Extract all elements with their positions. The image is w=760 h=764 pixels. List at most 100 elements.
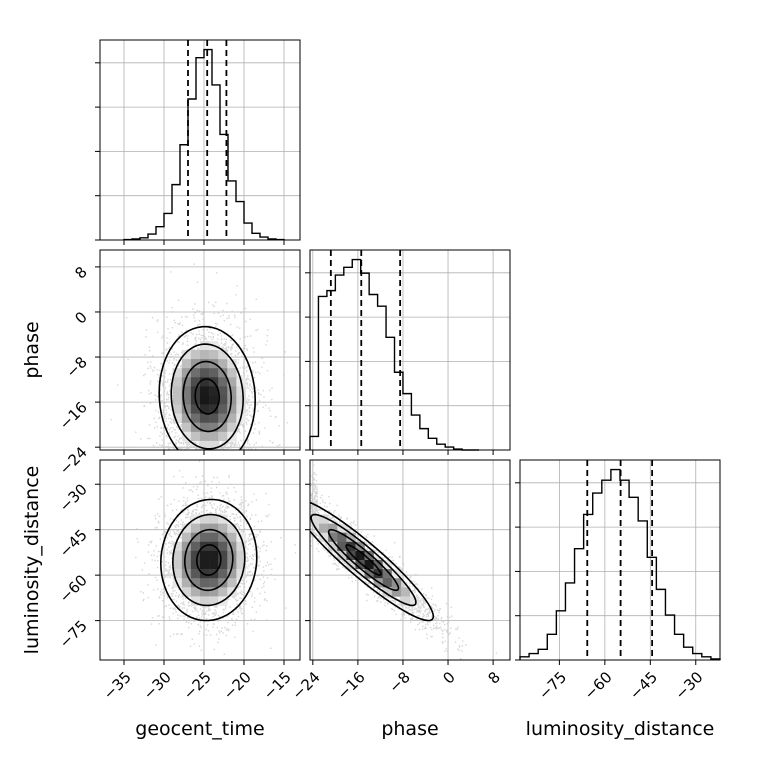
density-cell — [200, 413, 210, 424]
x-axis-luminosity_distance: −75 −60 −45 −30 luminosity_distance — [526, 668, 715, 740]
panel-scatter-luminosity_distance-vs-phase — [305, 459, 511, 665]
density-cell — [190, 569, 201, 579]
x-tick-label-luminosity_distance: −30 — [671, 668, 706, 703]
density-cell — [200, 514, 210, 524]
x-axis-label-luminosity_distance: luminosity_distance — [526, 718, 715, 740]
density-cell — [236, 386, 246, 396]
x-tick-label-geocent_time: −25 — [180, 668, 215, 703]
density-cell — [218, 550, 228, 561]
density-cell — [172, 395, 183, 405]
density-cell — [227, 395, 237, 405]
density-cell — [346, 550, 356, 561]
density-cell — [190, 422, 201, 433]
density-cell — [181, 560, 192, 570]
density-cell — [181, 413, 192, 424]
density-cell — [218, 587, 228, 597]
y-tick-label-luminosity_distance: −60 — [56, 571, 91, 606]
density-cell — [218, 350, 228, 360]
density-cell — [200, 578, 210, 588]
density-cell — [400, 587, 411, 597]
histogram-step-geocent_time — [123, 48, 285, 241]
density-cell — [209, 550, 219, 561]
density-cell — [373, 569, 384, 579]
panel-content — [110, 263, 300, 450]
y-tick-label-phase: 0 — [71, 308, 90, 327]
density-cell — [181, 386, 192, 396]
density-cell — [200, 368, 210, 378]
density-cell — [236, 550, 246, 561]
density-cell — [337, 550, 347, 561]
panel-border — [519, 459, 721, 661]
density-cell — [200, 431, 210, 442]
density-cell — [200, 550, 210, 561]
density-cell — [181, 422, 192, 433]
x-tick-label-phase: 8 — [484, 668, 503, 687]
y-tick-label-phase: 8 — [71, 263, 90, 282]
panel-border — [99, 249, 301, 451]
density-cell — [181, 523, 192, 534]
density-cell — [218, 395, 228, 405]
x-axis-label-geocent_time: geocent_time — [135, 718, 264, 740]
density-cell — [209, 596, 219, 606]
y-tick-label-phase: −24 — [56, 443, 91, 478]
panel-hist-luminosity_distance — [515, 459, 721, 665]
density-cell — [200, 395, 210, 405]
density-cell — [190, 413, 201, 424]
density-cell — [209, 431, 219, 442]
contour-scatter-luminosity_distance-vs-phase-1 — [327, 528, 400, 592]
density-cell — [236, 560, 246, 570]
density-cell — [218, 541, 228, 552]
density-cell — [190, 404, 201, 414]
density-cell — [236, 541, 246, 552]
density-cell — [200, 560, 210, 570]
density-cell — [209, 350, 219, 360]
x-axis-phase: −24 −16 −8 0 8 phase — [289, 668, 504, 740]
density-cell — [218, 359, 228, 369]
density-cell — [218, 404, 228, 414]
density-cell — [172, 550, 183, 561]
density-cell — [227, 377, 237, 387]
density-cell — [200, 404, 210, 414]
density-cell — [172, 404, 183, 414]
y-tick-label-phase: −8 — [62, 353, 90, 381]
x-tick-label-phase: −16 — [334, 668, 369, 703]
density-cell — [382, 587, 393, 597]
x-tick-label-geocent_time: −15 — [260, 668, 295, 703]
density-cell — [181, 550, 192, 561]
density-cell — [209, 368, 219, 378]
density-cell — [200, 359, 210, 369]
panel-border — [99, 39, 301, 241]
y-axis-label-luminosity_distance: luminosity_distance — [21, 466, 43, 655]
density-cell — [400, 596, 411, 606]
contour-scatter-luminosity_distance-vs-phase-3 — [310, 501, 435, 622]
y-axis-label-phase: phase — [21, 321, 43, 378]
density-cell — [227, 587, 237, 597]
density-cell — [337, 541, 347, 552]
density-cell — [209, 440, 219, 450]
density-cell — [209, 560, 219, 570]
density-cell — [373, 560, 384, 570]
density-cell — [190, 350, 201, 360]
density-cell — [227, 386, 237, 396]
density-cell — [181, 377, 192, 387]
density-cell — [382, 578, 393, 588]
density-cell — [328, 532, 338, 543]
x-axis-label-phase: phase — [381, 718, 438, 740]
density-cell — [319, 514, 329, 524]
density-cell — [218, 523, 228, 534]
density-cell — [310, 514, 320, 524]
y-tick-label-luminosity_distance: −30 — [56, 480, 91, 515]
y-tick-label-luminosity_distance: −45 — [56, 526, 91, 561]
density-cell — [209, 404, 219, 414]
density-cell — [200, 340, 210, 351]
density-cell — [391, 587, 402, 597]
density-cell — [236, 569, 246, 579]
density-cell — [227, 578, 237, 588]
density-cell — [227, 404, 237, 414]
density-cell — [218, 422, 228, 433]
density-cell — [218, 569, 228, 579]
density-cell — [209, 422, 219, 433]
contour-scatter-luminosity_distance-vs-phase-0 — [345, 544, 382, 576]
density-cell — [172, 386, 183, 396]
density-cell — [227, 541, 237, 552]
